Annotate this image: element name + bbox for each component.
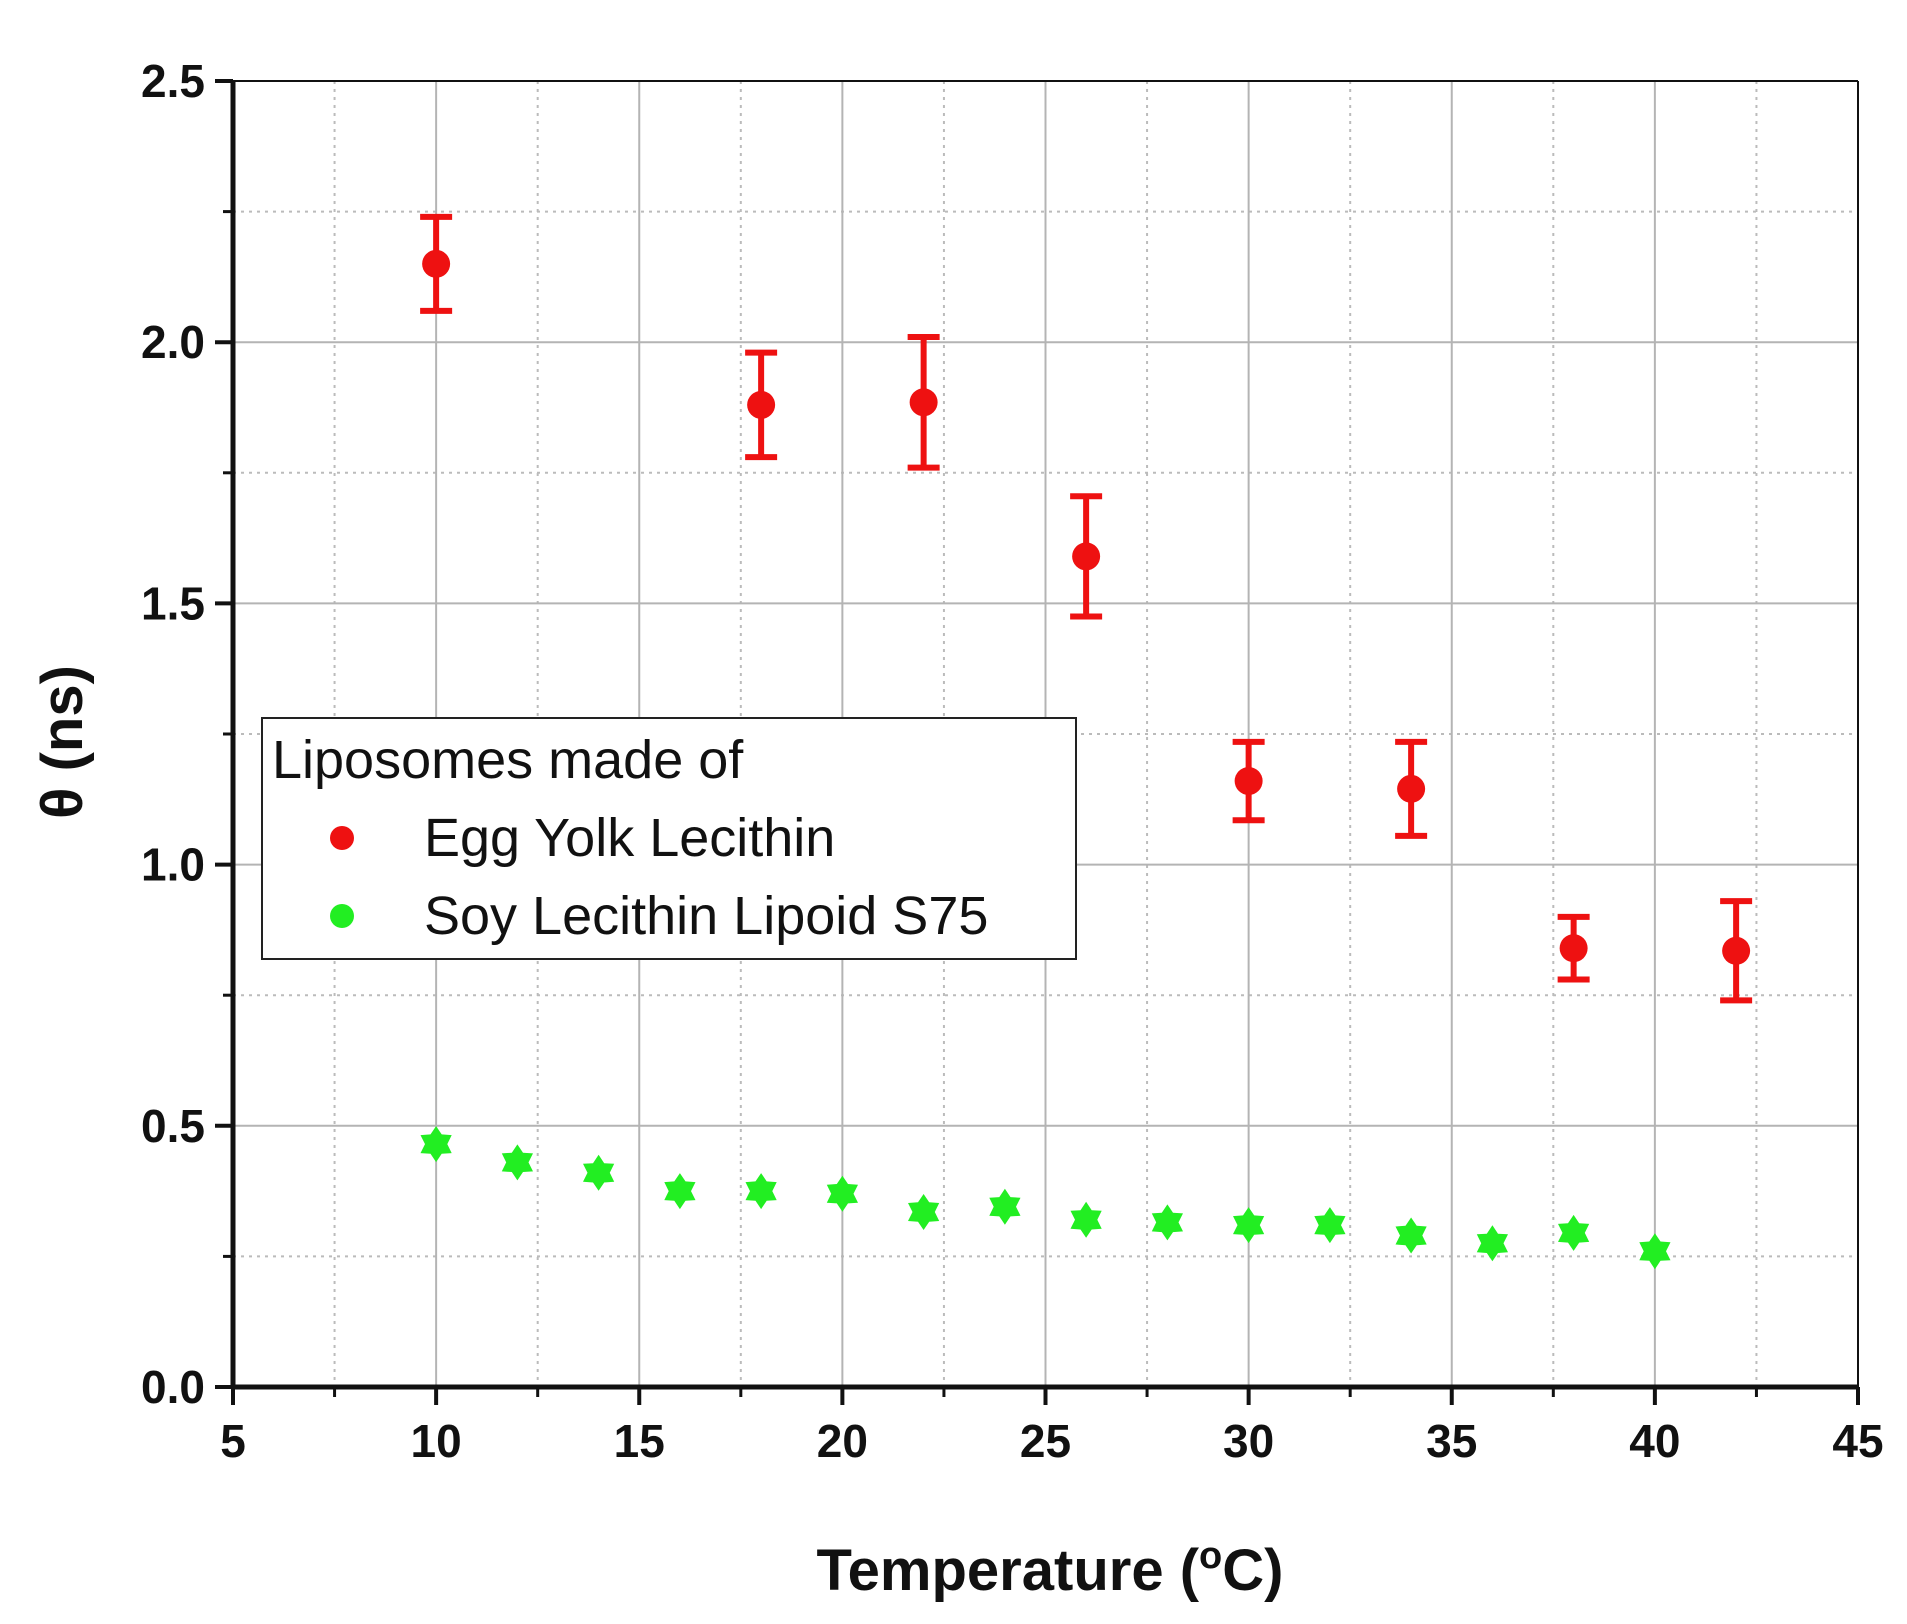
data-point xyxy=(664,1173,696,1210)
data-point xyxy=(1722,936,1751,965)
data-point xyxy=(1070,1201,1102,1238)
y-tick-label: 2.5 xyxy=(141,55,205,107)
x-tick-label: 25 xyxy=(1020,1415,1071,1467)
x-tick-label: 45 xyxy=(1832,1415,1883,1467)
data-point xyxy=(420,1126,452,1163)
data-point xyxy=(1639,1233,1671,1270)
x-tick-label: 20 xyxy=(817,1415,868,1467)
legend-marker-soy-lecithin xyxy=(330,904,354,928)
y-tick-label: 1.0 xyxy=(141,839,205,891)
x-tick-label: 40 xyxy=(1629,1415,1680,1467)
data-point xyxy=(583,1154,615,1191)
x-axis-title: Temperature (oC) xyxy=(817,1535,1284,1603)
data-point xyxy=(1476,1225,1508,1262)
y-axis-title: θ (ns) xyxy=(30,665,95,819)
x-tick-label: 15 xyxy=(614,1415,665,1467)
data-point xyxy=(501,1144,533,1181)
legend-marker-egg-yolk xyxy=(330,826,354,850)
data-point xyxy=(747,390,776,419)
data-point xyxy=(826,1175,858,1212)
series-egg-yolk-lecithin xyxy=(420,213,1753,1004)
data-point xyxy=(1559,934,1588,963)
series-soy-lecithin-lipoid-s75 xyxy=(420,1126,1671,1270)
legend: Liposomes made of Egg Yolk Lecithin Soy … xyxy=(261,717,1077,960)
ticks: 5 10 15 20 25 30 35 40 45 0.0 0.5 1.0 1.5 2.0 2.5 xyxy=(141,55,1884,1467)
y-tick-label: 2.0 xyxy=(141,316,205,368)
data-point xyxy=(745,1173,777,1210)
data-point xyxy=(1558,1214,1590,1251)
data-point xyxy=(1234,767,1263,796)
data-point xyxy=(1397,774,1426,803)
legend-title: Liposomes made of xyxy=(272,730,744,790)
legend-label-egg-yolk: Egg Yolk Lecithin xyxy=(424,808,835,868)
y-tick-label: 0.0 xyxy=(141,1361,205,1413)
data-point xyxy=(909,388,938,417)
series-layer xyxy=(420,213,1753,1270)
y-tick-label: 0.5 xyxy=(141,1100,205,1152)
data-point xyxy=(1151,1204,1183,1241)
data-point xyxy=(422,249,451,278)
data-point xyxy=(1072,542,1101,571)
legend-label-soy-lecithin: Soy Lecithin Lipoid S75 xyxy=(424,886,988,946)
x-tick-label: 35 xyxy=(1426,1415,1477,1467)
data-point xyxy=(1395,1217,1427,1254)
data-point xyxy=(989,1188,1021,1225)
legend-box xyxy=(261,717,1077,960)
x-tick-label: 5 xyxy=(220,1415,246,1467)
y-tick-label: 1.5 xyxy=(141,577,205,629)
data-point xyxy=(1314,1207,1346,1244)
x-tick-label: 30 xyxy=(1223,1415,1274,1467)
data-point xyxy=(908,1194,940,1230)
data-point xyxy=(1233,1207,1265,1244)
x-tick-label: 10 xyxy=(411,1415,462,1467)
